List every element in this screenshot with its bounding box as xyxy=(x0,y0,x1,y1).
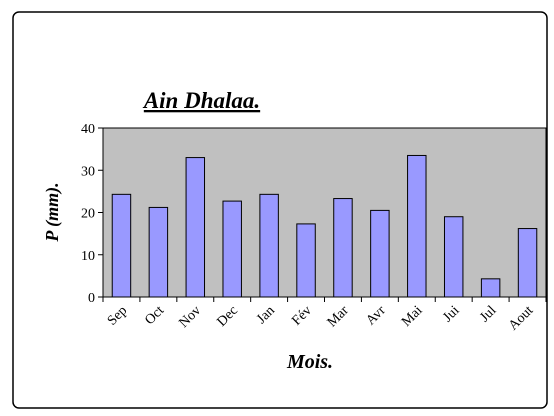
bar xyxy=(370,209,390,298)
bar xyxy=(296,223,316,298)
plot-area xyxy=(102,127,547,298)
bar xyxy=(259,193,279,298)
y-tick-label: 0 xyxy=(88,291,95,306)
bar xyxy=(517,228,538,298)
bar xyxy=(222,200,242,298)
y-tick-label: 30 xyxy=(81,164,95,179)
bar xyxy=(111,193,132,298)
y-axis-label: P (mm). xyxy=(42,182,63,242)
x-axis-label: Mois. xyxy=(286,351,333,373)
bar xyxy=(148,206,169,298)
chart-title: Ain Dhalaa. xyxy=(142,88,260,113)
bar xyxy=(407,154,427,298)
bar xyxy=(443,216,464,298)
bar xyxy=(333,198,353,298)
y-tick-label: 20 xyxy=(81,207,95,222)
y-tick-label: 40 xyxy=(81,122,95,137)
bar xyxy=(185,157,206,298)
bar xyxy=(480,278,501,298)
y-tick-label: 10 xyxy=(81,249,95,264)
